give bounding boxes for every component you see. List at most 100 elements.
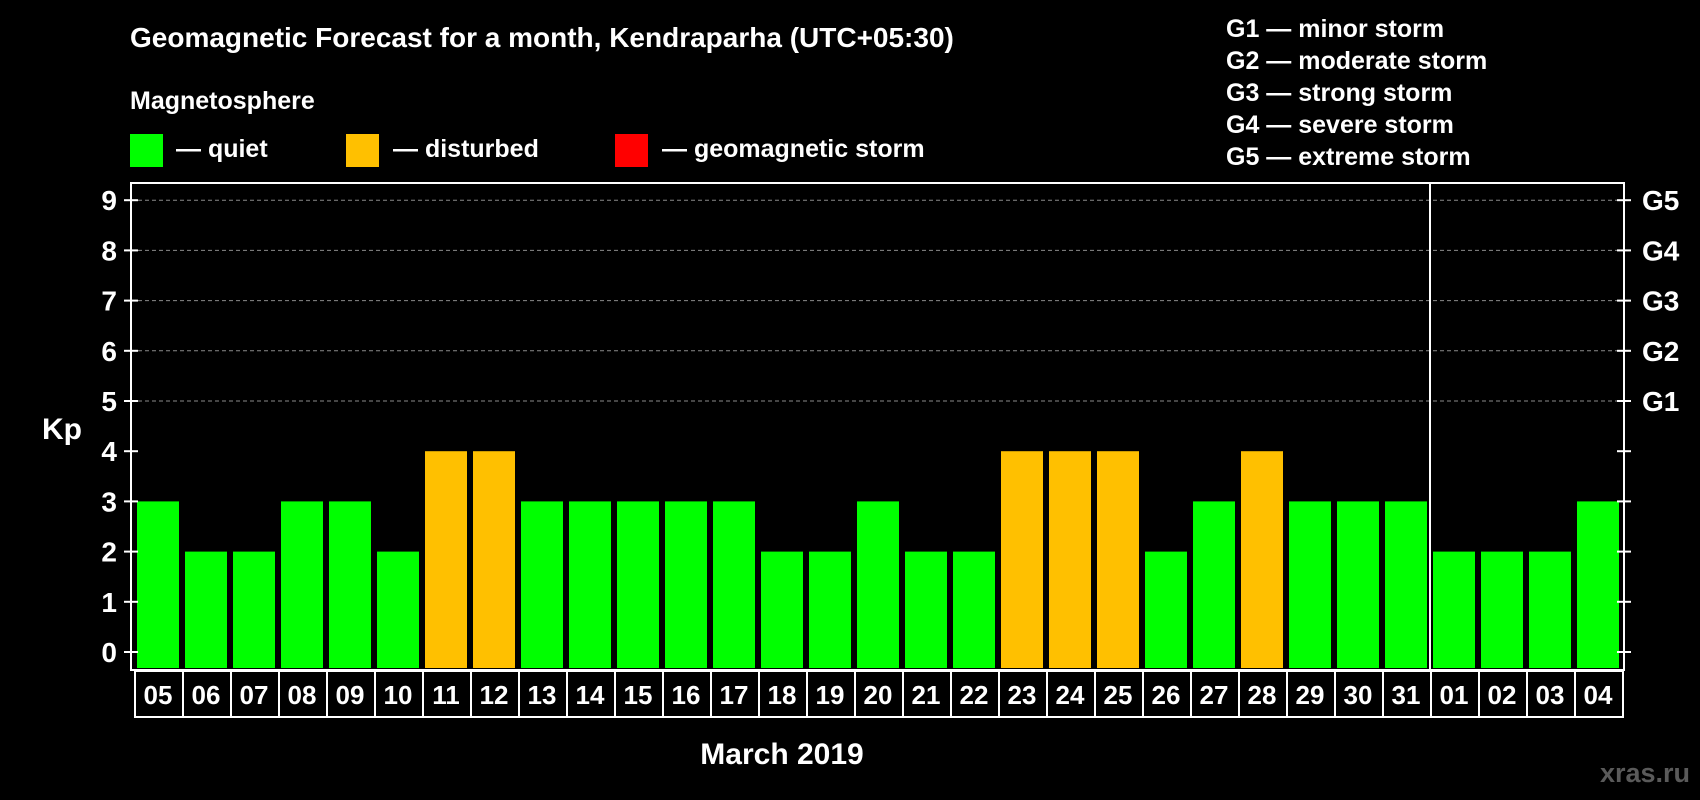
x-tick-label-11: 11 bbox=[432, 680, 460, 710]
storm-scale-legend: G1 — minor storm G2 — moderate storm G3 … bbox=[1226, 15, 1487, 171]
y-tick-label: 6 bbox=[101, 336, 117, 367]
x-tick-label-25: 25 bbox=[1104, 680, 1133, 710]
x-tick-label-09: 09 bbox=[336, 680, 365, 710]
y-tick-label: 5 bbox=[101, 386, 117, 417]
storm-scale-g2: G2 — moderate storm bbox=[1226, 47, 1487, 75]
right-tick-label-g4: G4 bbox=[1642, 235, 1680, 266]
storm-scale-g4: G4 — severe storm bbox=[1226, 111, 1454, 139]
bar-25 bbox=[1097, 451, 1139, 668]
y-tick-label: 2 bbox=[101, 537, 117, 568]
watermark: xras.ru bbox=[1600, 758, 1690, 788]
y-axis: 0 1 2 3 4 5 6 7 8 9 bbox=[101, 185, 138, 668]
bar-06 bbox=[185, 551, 227, 668]
right-axis: G1 G2 G3 G4 G5 bbox=[1617, 185, 1680, 653]
x-tick-label-27: 27 bbox=[1200, 680, 1229, 710]
bar-17 bbox=[713, 501, 755, 668]
x-tick-label-02: 02 bbox=[1488, 680, 1517, 710]
bar-30 bbox=[1337, 501, 1379, 668]
x-axis-label: March 2019 bbox=[700, 738, 863, 771]
bar-02 bbox=[1481, 551, 1523, 668]
legend-label-disturbed: — disturbed bbox=[393, 135, 539, 163]
x-tick-label-23: 23 bbox=[1008, 680, 1037, 710]
bar-08 bbox=[281, 501, 323, 668]
y-tick-label: 0 bbox=[101, 637, 117, 668]
x-tick-label-05: 05 bbox=[144, 680, 173, 710]
right-tick-label-g3: G3 bbox=[1642, 286, 1679, 317]
bar-07 bbox=[233, 551, 275, 668]
right-tick-label-g2: G2 bbox=[1642, 336, 1679, 367]
bar-10 bbox=[377, 551, 419, 668]
bar-29 bbox=[1289, 501, 1331, 668]
bar-23 bbox=[1001, 451, 1043, 668]
x-tick-label-12: 12 bbox=[480, 680, 509, 710]
x-tick-label-13: 13 bbox=[528, 680, 557, 710]
x-tick-label-06: 06 bbox=[192, 680, 221, 710]
y-axis-label: Kp bbox=[42, 413, 82, 446]
x-axis: 05 06 07 08 09 10 11 12 13 14 15 16 17 18 19 20 21 22 23 24… bbox=[134, 670, 1624, 718]
bar-09 bbox=[329, 501, 371, 668]
y-tick-label: 3 bbox=[101, 486, 117, 517]
legend-swatch-storm bbox=[615, 134, 648, 167]
x-tick-label-17: 17 bbox=[720, 680, 749, 710]
bar-26 bbox=[1145, 551, 1187, 668]
bar-05 bbox=[137, 501, 179, 668]
bar-03 bbox=[1529, 551, 1571, 668]
x-tick-label-31: 31 bbox=[1392, 680, 1421, 710]
x-tick-label-22: 22 bbox=[960, 680, 989, 710]
y-tick-label: 4 bbox=[101, 436, 117, 467]
bar-14 bbox=[569, 501, 611, 668]
x-tick-label-03: 03 bbox=[1536, 680, 1565, 710]
storm-scale-g1: G1 — minor storm bbox=[1226, 15, 1444, 43]
y-tick-label: 7 bbox=[101, 286, 117, 317]
bar-13 bbox=[521, 501, 563, 668]
x-tick-label-24: 24 bbox=[1056, 680, 1085, 710]
bar-12 bbox=[473, 451, 515, 668]
bar-01 bbox=[1433, 551, 1475, 668]
x-tick-label-26: 26 bbox=[1152, 680, 1181, 710]
x-tick-label-10: 10 bbox=[384, 680, 413, 710]
y-tick-label: 1 bbox=[101, 587, 117, 618]
bar-22 bbox=[953, 551, 995, 668]
bar-28 bbox=[1241, 451, 1283, 668]
x-tick-label-07: 07 bbox=[240, 680, 269, 710]
legend-label-quiet: — quiet bbox=[176, 135, 268, 163]
storm-scale-g5: G5 — extreme storm bbox=[1226, 143, 1471, 171]
right-tick-label-g5: G5 bbox=[1642, 185, 1679, 216]
bar-15 bbox=[617, 501, 659, 668]
x-tick-label-28: 28 bbox=[1248, 680, 1277, 710]
x-tick-label-01: 01 bbox=[1440, 680, 1469, 710]
x-tick-label-08: 08 bbox=[288, 680, 317, 710]
legend-swatch-disturbed bbox=[346, 134, 379, 167]
x-tick-label-18: 18 bbox=[768, 680, 797, 710]
storm-scale-g3: G3 — strong storm bbox=[1226, 79, 1452, 107]
bar-27 bbox=[1193, 501, 1235, 668]
bar-31 bbox=[1385, 501, 1427, 668]
bar-24 bbox=[1049, 451, 1091, 668]
bar-11 bbox=[425, 451, 467, 668]
bar-18 bbox=[761, 551, 803, 668]
x-tick-label-29: 29 bbox=[1296, 680, 1325, 710]
legend: — quiet — disturbed — geomagnetic storm bbox=[130, 134, 925, 167]
plot-frame bbox=[130, 182, 1625, 671]
x-tick-label-20: 20 bbox=[864, 680, 893, 710]
x-tick-label-14: 14 bbox=[576, 680, 605, 710]
grid-lines bbox=[131, 183, 1624, 670]
x-tick-label-30: 30 bbox=[1344, 680, 1373, 710]
x-tick-label-04: 04 bbox=[1584, 680, 1613, 710]
legend-label-storm: — geomagnetic storm bbox=[662, 135, 925, 163]
x-tick-label-16: 16 bbox=[672, 680, 701, 710]
chart-title: Geomagnetic Forecast for a month, Kendra… bbox=[130, 22, 954, 53]
right-tick-label-g1: G1 bbox=[1642, 386, 1679, 417]
bar-20 bbox=[857, 501, 899, 668]
x-tick-label-21: 21 bbox=[912, 680, 941, 710]
bars bbox=[137, 451, 1619, 668]
y-tick-label: 8 bbox=[101, 235, 117, 266]
x-tick-label-15: 15 bbox=[624, 680, 653, 710]
legend-swatch-quiet bbox=[130, 134, 163, 167]
x-tick-label-19: 19 bbox=[816, 680, 845, 710]
bar-21 bbox=[905, 551, 947, 668]
y-tick-label: 9 bbox=[101, 185, 117, 216]
bar-19 bbox=[809, 551, 851, 668]
bar-04 bbox=[1577, 501, 1619, 668]
